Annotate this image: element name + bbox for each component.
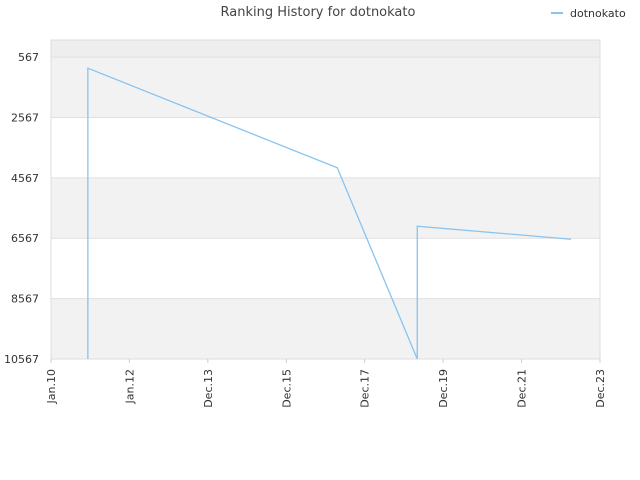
line [87, 67, 572, 360]
x-tick-label: Dec.17 [359, 369, 372, 408]
band [51, 57, 600, 118]
y-tick-label: 6567 [11, 232, 39, 245]
y-tick-label: 8567 [11, 293, 39, 306]
band [51, 40, 600, 58]
x-tick-label: Dec.21 [516, 369, 529, 408]
y-tick-label: 10567 [4, 353, 39, 366]
band [51, 238, 600, 299]
y-tick-label: 2567 [11, 111, 39, 124]
legend-label: dotnokato [570, 7, 626, 20]
band [51, 298, 600, 359]
plot-frame [50, 39, 601, 360]
x-tick-label: Dec.13 [202, 369, 215, 408]
x-tick-label: Jan.12 [123, 369, 136, 404]
band [51, 177, 600, 239]
y-tick-label: 567 [18, 51, 39, 64]
band [51, 117, 600, 178]
x-tick-label: Dec.19 [437, 369, 450, 408]
x-tick-label: Dec.15 [280, 369, 293, 408]
y-tick-label: 4567 [11, 172, 39, 185]
x-tick-label: Dec.23 [594, 369, 607, 408]
x-tick-label: Jan.10 [45, 369, 58, 404]
chart-title: Ranking History for dotnokato [221, 5, 416, 20]
